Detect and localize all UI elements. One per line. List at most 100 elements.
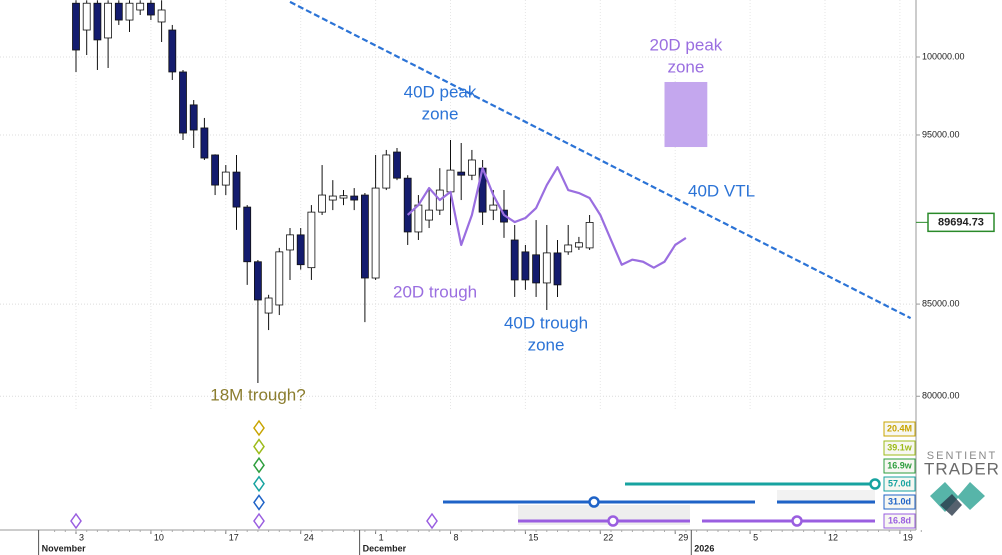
cycle-box bbox=[883, 458, 916, 474]
last-price-box bbox=[927, 212, 995, 233]
candle-body bbox=[253, 261, 262, 301]
candle-body bbox=[403, 177, 412, 233]
candle-body bbox=[72, 2, 80, 51]
cycle-label: 57.0d bbox=[888, 478, 911, 488]
zone-label: 20D peak bbox=[650, 35, 723, 54]
cycle-label: 16.9w bbox=[887, 460, 913, 470]
x-tick-label: 24 bbox=[304, 532, 314, 542]
candle-body bbox=[307, 211, 316, 269]
candle-body bbox=[125, 2, 134, 21]
candle-body bbox=[521, 251, 530, 281]
annotation: zone bbox=[422, 104, 459, 123]
candle-body bbox=[542, 252, 551, 284]
annotation: 18M trough? bbox=[210, 385, 305, 404]
y-tick-label: 95000.00 bbox=[922, 129, 960, 139]
cycle-marker bbox=[607, 515, 619, 527]
x-tick-label: 15 bbox=[528, 532, 538, 542]
candle-body bbox=[189, 104, 198, 131]
cycle-diamond bbox=[426, 512, 438, 530]
candle-body bbox=[575, 242, 583, 248]
x-tick-label: 3 bbox=[79, 532, 84, 542]
y-tick-label: 85000.00 bbox=[922, 298, 960, 308]
x-tick-label: 17 bbox=[229, 532, 239, 542]
candle-body bbox=[360, 194, 369, 279]
annotation: zone bbox=[528, 335, 565, 354]
cycle-box bbox=[883, 513, 916, 529]
candle-body bbox=[318, 194, 327, 213]
candle-body bbox=[371, 187, 380, 279]
cycle-box bbox=[883, 421, 916, 437]
trendline bbox=[289, 0, 912, 320]
cycle-label: 39.1w bbox=[887, 442, 913, 452]
candle-body bbox=[328, 195, 337, 201]
candle-body bbox=[93, 2, 102, 41]
x-tick-label: 8 bbox=[454, 532, 459, 542]
x-tick-label: 10 bbox=[154, 532, 164, 542]
candle-body bbox=[510, 239, 519, 281]
cycle-diamond bbox=[253, 456, 265, 474]
annotation: 20D trough bbox=[393, 282, 477, 301]
forecast-line bbox=[406, 166, 687, 269]
candle-body bbox=[350, 195, 359, 201]
cycle-diamond bbox=[253, 512, 265, 530]
y-tick-label: 80000.00 bbox=[922, 391, 960, 401]
peak-zone bbox=[664, 81, 708, 148]
cycle-label: 16.8d bbox=[888, 515, 911, 525]
trendline-label: 40D VTL bbox=[688, 181, 755, 200]
candle-body bbox=[264, 297, 273, 314]
candle-body bbox=[393, 151, 401, 179]
candle-body bbox=[211, 154, 220, 186]
candle-body bbox=[200, 127, 209, 159]
cycle-diamond bbox=[253, 475, 265, 493]
cycle-diamond bbox=[253, 438, 265, 455]
cycle-box bbox=[883, 476, 916, 492]
candle-body bbox=[446, 169, 455, 193]
candle-body bbox=[221, 171, 230, 186]
zone-label: zone bbox=[667, 57, 704, 76]
candle-body bbox=[585, 222, 594, 249]
logo-shape bbox=[940, 494, 962, 516]
y-tick-label: 100000.00 bbox=[922, 51, 965, 61]
candle-body bbox=[275, 251, 284, 306]
brand: TRADER bbox=[924, 459, 1000, 478]
candle-body bbox=[296, 234, 305, 266]
candle-body bbox=[564, 244, 573, 253]
cycle-diamond bbox=[253, 419, 265, 437]
x-tick-label: 19 bbox=[903, 532, 913, 542]
candle-body bbox=[425, 209, 434, 221]
annotation: 40D peak bbox=[404, 82, 477, 101]
x-tick-label: 1 bbox=[379, 532, 384, 542]
candle-body bbox=[467, 159, 476, 176]
cycle-diamond bbox=[253, 494, 265, 511]
cycle-box bbox=[883, 494, 916, 510]
candle-body bbox=[532, 254, 540, 284]
last-price-label: 89694.73 bbox=[938, 216, 984, 228]
cycle-label: 20.4M bbox=[887, 423, 912, 433]
candle-body bbox=[168, 29, 177, 73]
cycle-marker bbox=[791, 515, 803, 527]
candle-body bbox=[286, 234, 294, 251]
candle-body bbox=[457, 171, 466, 176]
candle-body bbox=[232, 171, 241, 208]
candle-body bbox=[339, 195, 348, 199]
month-tick-label: 2026 bbox=[694, 543, 714, 553]
x-tick-label: 5 bbox=[753, 532, 758, 542]
month-tick-label: December bbox=[363, 543, 407, 553]
candle-body bbox=[179, 71, 187, 134]
candle-body bbox=[414, 204, 423, 233]
candle-body bbox=[82, 2, 91, 31]
x-tick-label: 29 bbox=[678, 532, 688, 542]
candle-body bbox=[157, 9, 166, 23]
candle-body bbox=[114, 2, 123, 21]
logo bbox=[930, 482, 985, 516]
candle-body bbox=[553, 252, 562, 286]
cycle-label: 31.0d bbox=[888, 496, 911, 506]
brand: SENTIENT bbox=[927, 450, 997, 462]
month-tick-label: November bbox=[42, 543, 87, 553]
candle-body bbox=[382, 154, 391, 189]
candle-body bbox=[243, 206, 252, 263]
cycle-marker bbox=[869, 478, 881, 490]
x-tick-label: 22 bbox=[603, 532, 613, 542]
